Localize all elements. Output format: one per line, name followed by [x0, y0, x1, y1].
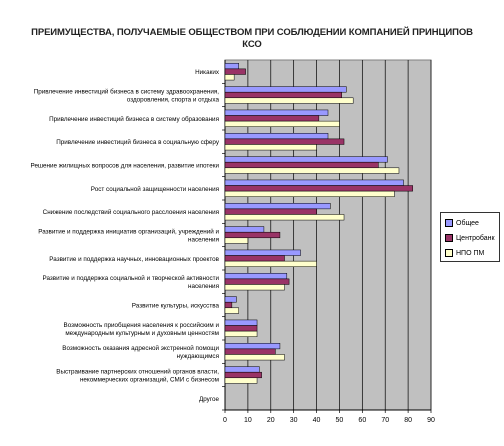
bar — [224, 68, 246, 75]
bar — [224, 260, 317, 267]
legend-item-npo-pm: НПО ПМ — [445, 248, 484, 258]
category-label: Развитие культуры, искусства — [132, 303, 220, 310]
bar — [224, 319, 258, 326]
bar — [224, 237, 249, 244]
x-tick-label: 90 — [427, 417, 435, 424]
bar — [224, 156, 388, 163]
category-label: Решение жилищных вопросов для населения,… — [31, 163, 220, 170]
bar — [224, 185, 413, 192]
bar — [224, 255, 285, 262]
legend-label-tsentrobank: Центробанк — [456, 234, 495, 242]
chart-legend: Общее Центробанк НПО ПМ — [440, 212, 500, 262]
category-label: Развитие и поддержка инициатив организац… — [38, 228, 219, 236]
x-tick-label: 10 — [244, 417, 252, 424]
bar — [224, 214, 345, 221]
bar — [224, 63, 239, 70]
bar — [224, 86, 347, 93]
category-label: Привлечение инвестиций бизнеса в социаль… — [56, 138, 220, 146]
category-label: Другое — [199, 396, 220, 403]
bar — [224, 144, 317, 151]
bar — [224, 97, 354, 104]
bar — [224, 74, 235, 81]
legend-swatch-tsentrobank — [445, 234, 453, 242]
bar — [224, 354, 285, 361]
bar — [224, 307, 239, 314]
x-tick-label: 80 — [404, 417, 412, 424]
legend-item-tsentrobank: Центробанк — [445, 233, 495, 243]
bar — [224, 91, 342, 99]
bar — [224, 284, 285, 291]
bar — [224, 231, 281, 239]
bar — [224, 138, 345, 145]
bar — [224, 161, 379, 169]
category-label: населения — [188, 237, 219, 244]
bar — [224, 208, 317, 215]
category-label: Развитие и поддержка социальной и творче… — [42, 274, 219, 282]
bar — [224, 348, 276, 355]
legend-swatch-npo-pm — [445, 249, 453, 257]
bar — [224, 325, 258, 332]
bar — [224, 301, 233, 309]
bar — [224, 109, 329, 116]
x-tick-label: 50 — [336, 417, 344, 424]
category-label: Никаких — [195, 69, 220, 76]
bar — [224, 296, 237, 303]
bar — [224, 371, 262, 379]
category-label: Привлечение инвестиций бизнеса в систему… — [34, 88, 220, 96]
bar — [224, 226, 265, 233]
bar — [224, 133, 329, 140]
bar — [224, 343, 281, 350]
bar — [224, 278, 290, 285]
bar — [224, 115, 320, 122]
category-label: нуждающимся — [177, 353, 219, 360]
category-label: Выстраивание партнерских отношений орган… — [56, 368, 219, 376]
category-label: Развитие и поддержка научных, инновацион… — [49, 256, 219, 263]
x-tick-label: 20 — [267, 417, 275, 424]
bar — [224, 273, 288, 280]
category-label: Рост социальной защищенности населения — [91, 185, 219, 193]
bar — [224, 203, 331, 210]
category-label: Возможность приобщения населения к росси… — [64, 321, 220, 329]
bar — [224, 366, 260, 373]
bar — [224, 190, 395, 197]
x-tick-label: 70 — [381, 417, 389, 424]
x-tick-label: 60 — [358, 417, 366, 424]
bar — [224, 377, 258, 384]
category-label: Привлечение инвестиций бизнеса в систему… — [49, 115, 219, 123]
bar — [224, 330, 258, 337]
legend-swatch-obshchee — [445, 219, 453, 227]
category-label: населения — [188, 283, 219, 290]
chart-title-line-2: КСО — [242, 39, 262, 50]
category-label: Снижение последствий социального расслое… — [43, 208, 219, 216]
bar — [224, 167, 400, 174]
x-tick-label: 0 — [223, 417, 227, 424]
bar — [224, 179, 404, 186]
x-tick-label: 40 — [313, 417, 321, 424]
bar — [224, 249, 301, 256]
category-label: Возможность оказания адресной экстренной… — [62, 344, 219, 352]
category-label: оздоровления, спорта и отдыха — [127, 97, 220, 104]
legend-label-obshchee: Общее — [456, 219, 479, 227]
x-tick-label: 30 — [290, 417, 298, 424]
legend-label-npo-pm: НПО ПМ — [456, 249, 485, 257]
category-label: некоммерческих организаций, СМИ с бизнес… — [80, 376, 219, 384]
legend-item-obshchee: Общее — [445, 218, 479, 228]
chart-title-line-1: ПРЕИМУЩЕСТВА, ПОЛУЧАЕМЫЕ ОБЩЕСТВОМ ПРИ С… — [31, 27, 473, 38]
category-label: международным культурным и духовным ценн… — [65, 330, 219, 337]
bar — [224, 120, 340, 127]
